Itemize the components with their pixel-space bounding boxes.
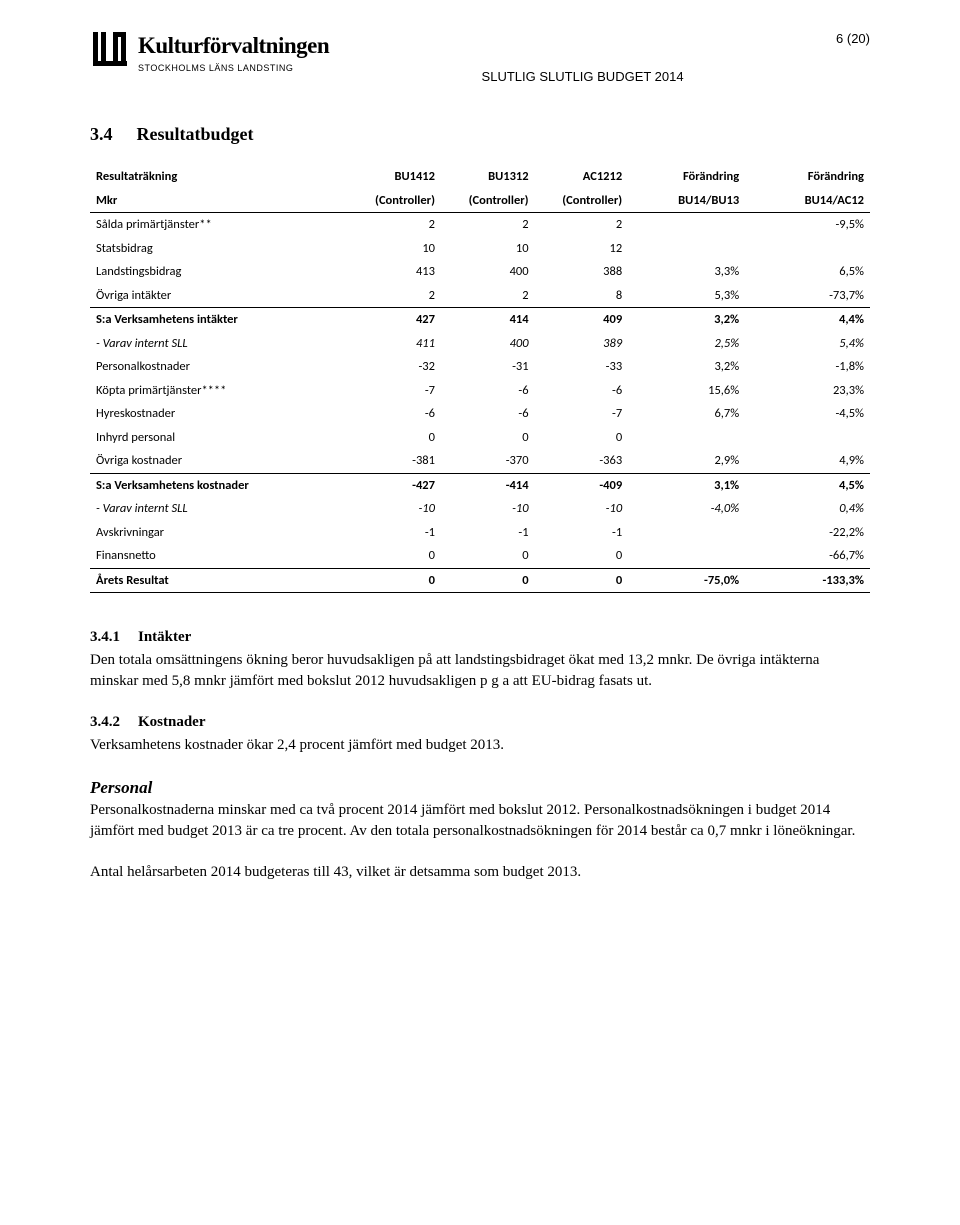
table-row: Landstingsbidrag4134003883,3%6,5%: [90, 260, 870, 284]
personal-p3: Antal helårsarbeten 2014 budgeteras till…: [90, 862, 870, 883]
page-header: Kulturförvaltningen STOCKHOLMS LÄNS LAND…: [90, 30, 870, 86]
section-3-4-heading: 3.4Resultatbudget: [90, 122, 870, 147]
table-row: S:a Verksamhetens kostnader-427-414-4093…: [90, 473, 870, 497]
org-logo: Kulturförvaltningen STOCKHOLMS LÄNS LAND…: [90, 30, 329, 75]
table-row: Årets Resultat000-75,0%-133,3%: [90, 568, 870, 593]
col-subheader: (Controller): [347, 189, 441, 213]
table-row: - Varav internt SLL4114003892,5%5,4%: [90, 332, 870, 356]
table-row: Hyreskostnader-6-6-76,7%-4,5%: [90, 402, 870, 426]
section-3-4-2-heading: 3.4.2Kostnader: [90, 712, 870, 733]
table-row: Avskrivningar-1-1-1-22,2%: [90, 521, 870, 545]
table-row: - Varav internt SLL-10-10-10-4,0%0,4%: [90, 497, 870, 521]
col-header: Förändring: [628, 165, 745, 189]
col-subheader: BU14/BU13: [628, 189, 745, 213]
table-row: Övriga intäkter2285,3%-73,7%: [90, 284, 870, 308]
col-header: BU1312: [441, 165, 535, 189]
col-subheader: Mkr: [90, 189, 347, 213]
table-row: Inhyrd personal000: [90, 426, 870, 450]
intakter-body: Den totala omsättningens ökning beror hu…: [90, 650, 870, 692]
kostnader-p1: Verksamhetens kostnader ökar 2,4 procent…: [90, 735, 870, 756]
table-row: Finansnetto000-66,7%: [90, 544, 870, 568]
table-row: Statsbidrag101012: [90, 237, 870, 261]
section-3-4-1-heading: 3.4.1Intäkter: [90, 627, 870, 648]
col-subheader: BU14/AC12: [745, 189, 870, 213]
table-row: S:a Verksamhetens intäkter4274144093,2%4…: [90, 308, 870, 332]
sll-logo-icon: [90, 30, 130, 70]
personal-p2: Personalkostnaderna minskar med ca två p…: [90, 800, 870, 842]
col-subheader: (Controller): [535, 189, 629, 213]
col-header: AC1212: [535, 165, 629, 189]
col-subheader: (Controller): [441, 189, 535, 213]
table-row: Sålda primärtjänster**222-9,5%: [90, 213, 870, 237]
doc-title: SLUTLIG SLUTLIG BUDGET 2014: [329, 68, 836, 86]
logo-sub-text: STOCKHOLMS LÄNS LANDSTING: [138, 62, 329, 75]
col-header: BU1412: [347, 165, 441, 189]
table-row: Personalkostnader-32-31-333,2%-1,8%: [90, 355, 870, 379]
logo-main-text: Kulturförvaltningen: [138, 30, 329, 62]
col-header: Resultaträkning: [90, 165, 347, 189]
personal-heading: Personal: [90, 776, 870, 800]
page-number: 6 (20): [836, 30, 870, 48]
col-header: Förändring: [745, 165, 870, 189]
table-row: Övriga kostnader-381-370-3632,9%4,9%: [90, 449, 870, 473]
resultatbudget-table: ResultaträkningBU1412BU1312AC1212Förändr…: [90, 165, 870, 593]
table-row: Köpta primärtjänster****-7-6-615,6%23,3%: [90, 379, 870, 403]
